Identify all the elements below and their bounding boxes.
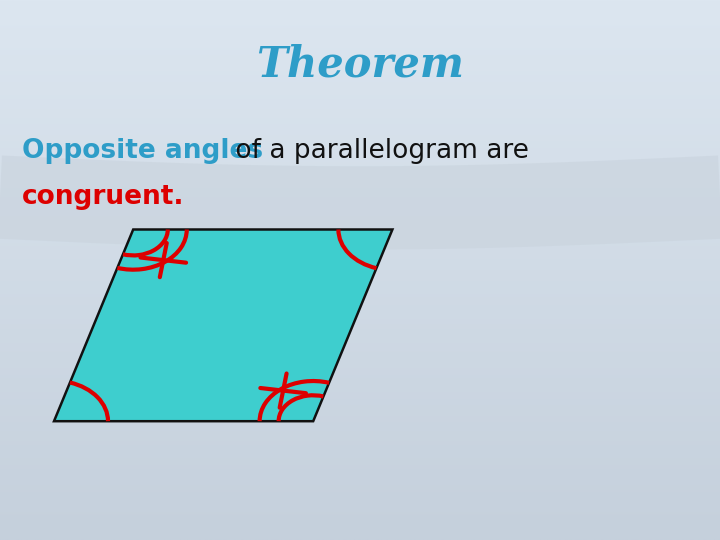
Polygon shape xyxy=(54,230,392,421)
Text: Theorem: Theorem xyxy=(256,44,464,86)
Text: of a parallelogram are: of a parallelogram are xyxy=(227,138,528,164)
Text: Opposite angles: Opposite angles xyxy=(22,138,263,164)
Text: congruent.: congruent. xyxy=(22,184,184,210)
